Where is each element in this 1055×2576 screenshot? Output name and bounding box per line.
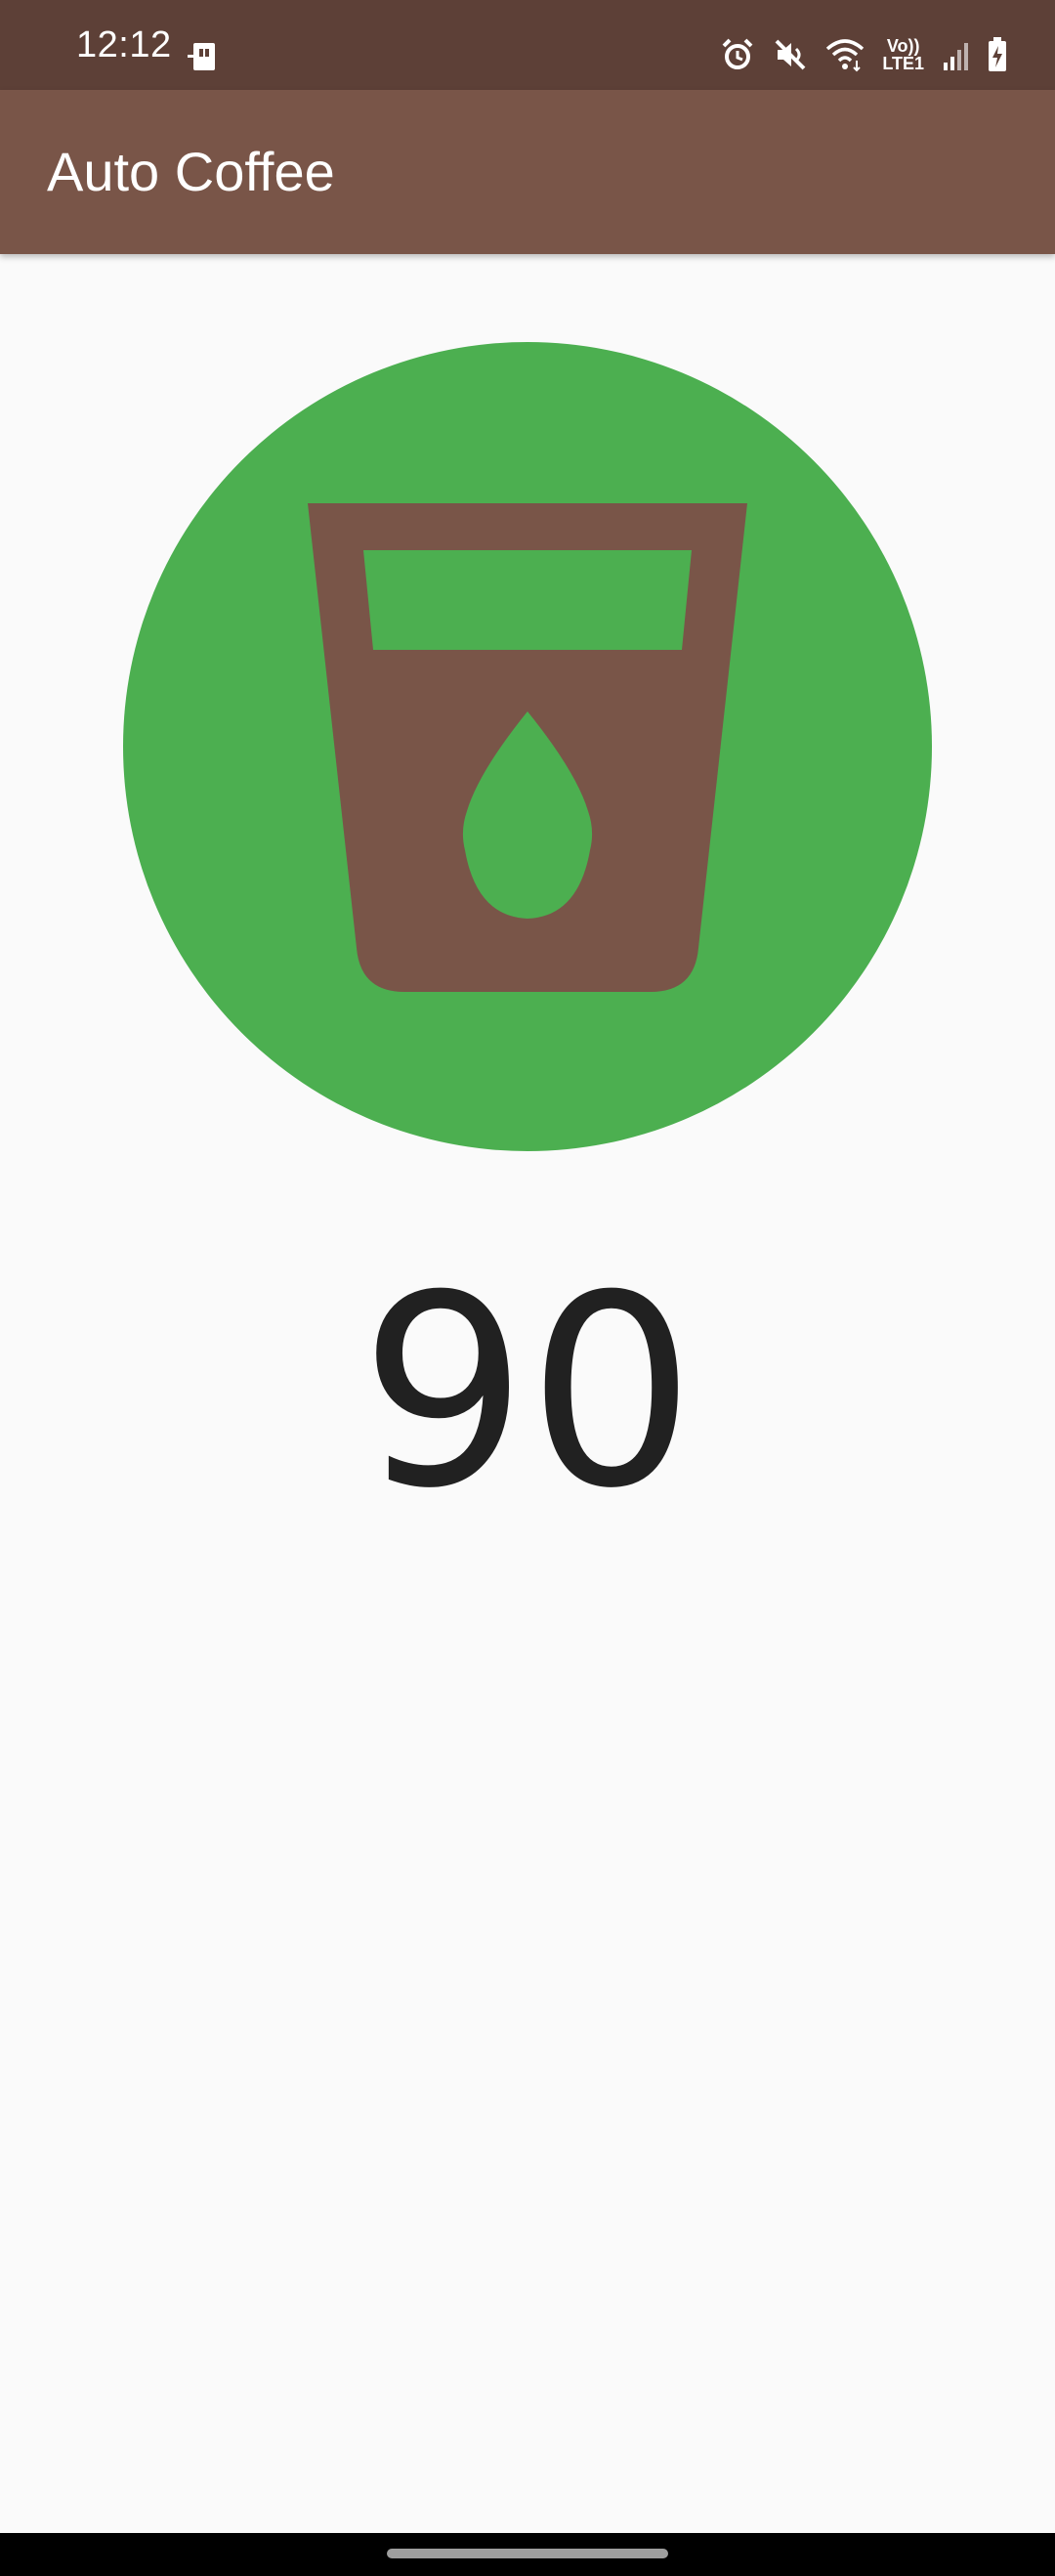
coffee-cup-icon[interactable] [123, 342, 932, 1151]
navigation-bar [0, 2533, 1055, 2576]
alarm-icon [722, 38, 753, 69]
wifi-icon [826, 39, 865, 72]
sim-card-icon [188, 43, 215, 70]
mute-icon [775, 39, 806, 70]
app-title: Auto Coffee [47, 141, 335, 202]
signal-icon [944, 43, 968, 70]
status-icons: Vo)) LTE1 [720, 35, 1008, 74]
status-bar: 12:12 Vo)) LTE1 [0, 0, 1055, 90]
lte-label-bottom: LTE1 [882, 54, 924, 73]
cup-count: 90 [359, 1238, 696, 1546]
status-time: 12:12 [76, 24, 172, 65]
battery-charging-icon [989, 37, 1006, 71]
lte-label-top: Vo)) [886, 36, 920, 56]
app-bar: Auto Coffee [0, 90, 1055, 254]
lte-icon: Vo)) LTE1 [882, 37, 924, 72]
home-gesture-handle[interactable] [387, 2549, 668, 2558]
